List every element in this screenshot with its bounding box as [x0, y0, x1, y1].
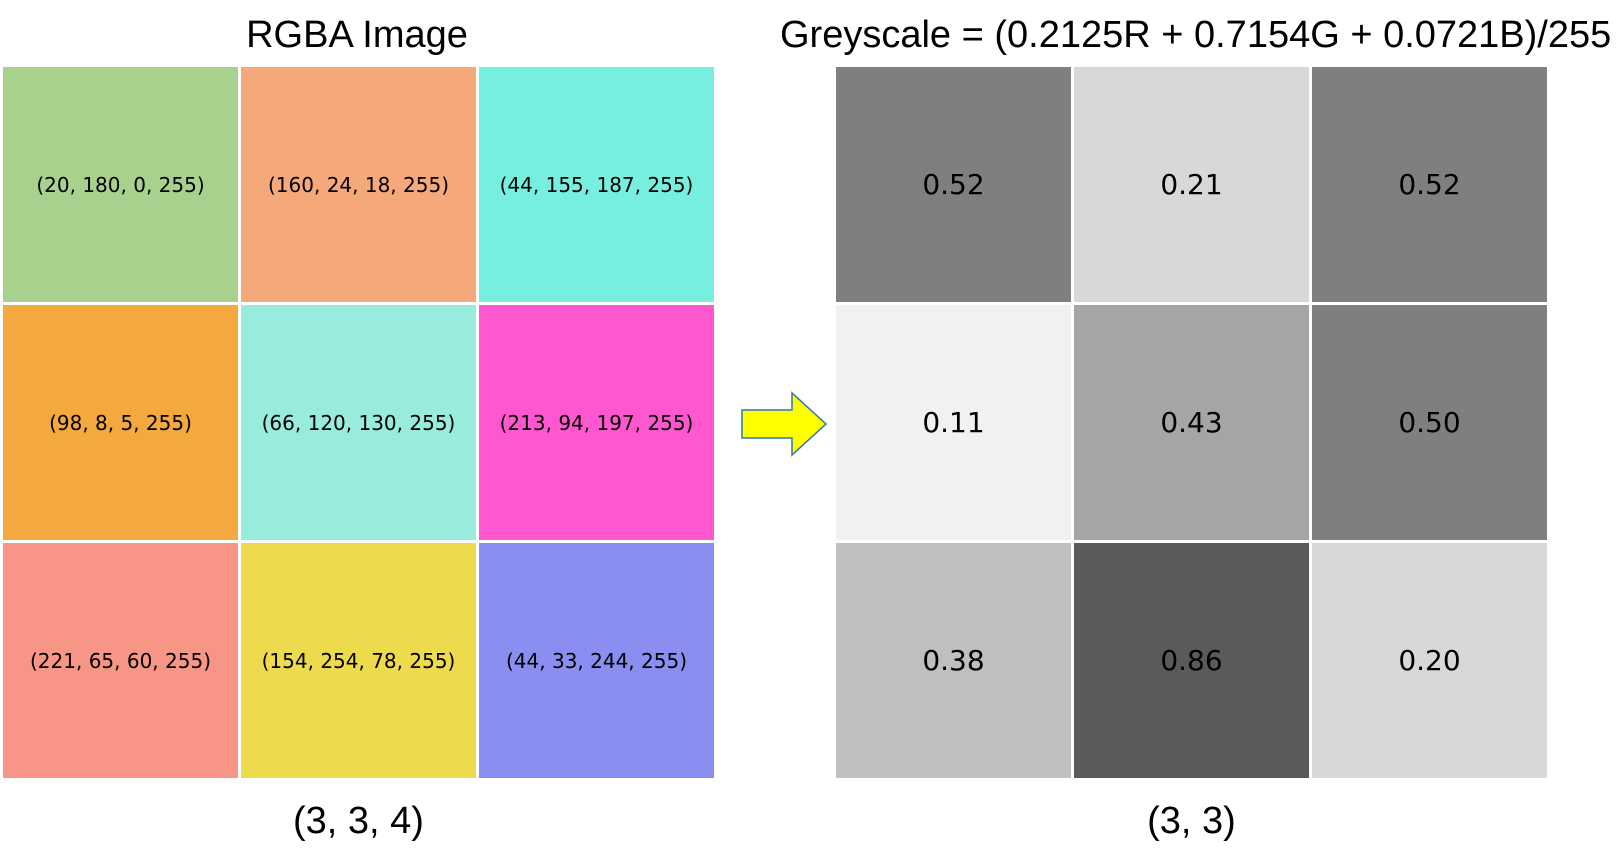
greyscale-cell-r0c2: 0.52 [1312, 67, 1547, 302]
greyscale-cell-label: 0.86 [1160, 644, 1223, 677]
rgba-cell-label: (160, 24, 18, 255) [268, 172, 449, 197]
greyscale-formula-title: Greyscale = (0.2125R + 0.7154G + 0.0721B… [780, 14, 1612, 56]
rgba-cell-label: (98, 8, 5, 255) [49, 410, 192, 435]
arrow-shape [741, 391, 828, 457]
greyscale-cell-label: 0.43 [1160, 406, 1223, 439]
greyscale-cell-label: 0.21 [1160, 168, 1223, 201]
greyscale-cell-r0c0: 0.52 [836, 67, 1071, 302]
rgba-cell-r1c0: (98, 8, 5, 255) [3, 305, 238, 540]
rgba-cell-r2c1: (154, 254, 78, 255) [241, 543, 476, 778]
greyscale-cell-label: 0.11 [922, 406, 985, 439]
rgba-cell-r2c0: (221, 65, 60, 255) [3, 543, 238, 778]
rgba-cell-label: (44, 33, 244, 255) [506, 648, 687, 673]
rgba-cell-label: (213, 94, 197, 255) [499, 410, 694, 435]
rgba-cell-label: (66, 120, 130, 255) [261, 410, 456, 435]
greyscale-cell-r1c0: 0.11 [836, 305, 1071, 540]
greyscale-cell-label: 0.52 [922, 168, 985, 201]
rgba-cell-label: (44, 155, 187, 255) [499, 172, 694, 197]
greyscale-shape-label: (3, 3) [1147, 800, 1236, 842]
rgba-cell-r1c1: (66, 120, 130, 255) [241, 305, 476, 540]
rgba-cell-r0c2: (44, 155, 187, 255) [479, 67, 714, 302]
rgba-grid: (20, 180, 0, 255) (160, 24, 18, 255) (44, … [3, 67, 714, 778]
greyscale-cell-r0c1: 0.21 [1074, 67, 1309, 302]
rgba-shape-label: (3, 3, 4) [293, 800, 424, 842]
rgba-cell-r1c2: (213, 94, 197, 255) [479, 305, 714, 540]
greyscale-cell-label: 0.52 [1398, 168, 1461, 201]
greyscale-cell-label: 0.50 [1398, 406, 1461, 439]
greyscale-grid: 0.52 0.21 0.52 0.11 0.43 0.50 0.38 0.86 0.20 [836, 67, 1547, 778]
rgba-cell-r2c2: (44, 33, 244, 255) [479, 543, 714, 778]
rgba-cell-r0c1: (160, 24, 18, 255) [241, 67, 476, 302]
greyscale-cell-r2c1: 0.86 [1074, 543, 1309, 778]
greyscale-cell-r1c2: 0.50 [1312, 305, 1547, 540]
greyscale-cell-label: 0.20 [1398, 644, 1461, 677]
rgba-cell-r0c0: (20, 180, 0, 255) [3, 67, 238, 302]
right-arrow-icon [741, 391, 828, 457]
greyscale-cell-r2c2: 0.20 [1312, 543, 1547, 778]
greyscale-cell-r2c0: 0.38 [836, 543, 1071, 778]
rgba-cell-label: (221, 65, 60, 255) [30, 648, 211, 673]
rgba-image-title: RGBA Image [246, 14, 468, 56]
greyscale-cell-label: 0.38 [922, 644, 985, 677]
rgba-cell-label: (154, 254, 78, 255) [261, 648, 456, 673]
rgba-cell-label: (20, 180, 0, 255) [36, 172, 205, 197]
greyscale-cell-r1c1: 0.43 [1074, 305, 1309, 540]
